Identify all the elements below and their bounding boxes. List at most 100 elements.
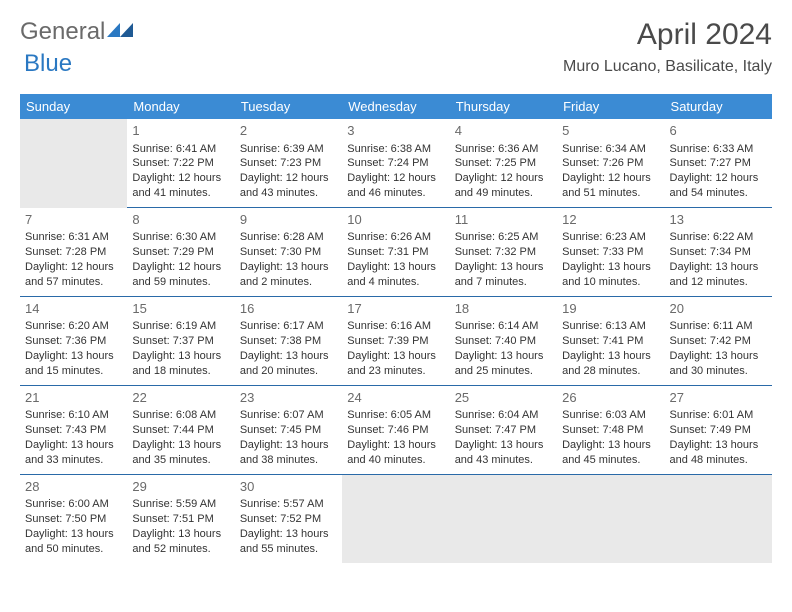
day-info: Sunrise: 6:28 AMSunset: 7:30 PMDaylight:… — [240, 230, 337, 289]
day-info: Sunrise: 6:04 AMSunset: 7:47 PMDaylight:… — [455, 408, 552, 467]
calendar-cell: 17Sunrise: 6:16 AMSunset: 7:39 PMDayligh… — [342, 296, 449, 385]
calendar-body: 1 Sunrise: 6:41 AMSunset: 7:22 PMDaylight… — [20, 119, 772, 563]
day-header: Saturday — [665, 94, 772, 119]
day-info: Sunrise: 6:01 AMSunset: 7:49 PMDaylight:… — [670, 408, 767, 467]
day-header: Friday — [557, 94, 664, 119]
day-info: Sunrise: 6:03 AMSunset: 7:48 PMDaylight:… — [562, 408, 659, 467]
day-info: Sunrise: 6:30 AMSunset: 7:29 PMDaylight:… — [132, 230, 229, 289]
day-info: Sunrise: 6:07 AMSunset: 7:45 PMDaylight:… — [240, 408, 337, 467]
calendar-cell: 27Sunrise: 6:01 AMSunset: 7:49 PMDayligh… — [665, 385, 772, 474]
calendar-cell: 26Sunrise: 6:03 AMSunset: 7:48 PMDayligh… — [557, 385, 664, 474]
calendar-row: 28Sunrise: 6:00 AMSunset: 7:50 PMDayligh… — [20, 474, 772, 562]
calendar-cell: 1 Sunrise: 6:41 AMSunset: 7:22 PMDaylight… — [127, 119, 234, 207]
logo: General — [20, 18, 133, 46]
calendar-cell: 12Sunrise: 6:23 AMSunset: 7:33 PMDayligh… — [557, 207, 664, 296]
calendar-cell: 20Sunrise: 6:11 AMSunset: 7:42 PMDayligh… — [665, 296, 772, 385]
day-info: Sunrise: 6:10 AMSunset: 7:43 PMDaylight:… — [25, 408, 122, 467]
day-number: 2 — [240, 122, 337, 140]
calendar-cell: 30Sunrise: 5:57 AMSunset: 7:52 PMDayligh… — [235, 474, 342, 562]
day-info: Sunrise: 6:26 AMSunset: 7:31 PMDaylight:… — [347, 230, 444, 289]
day-info: Sunrise: 6:33 AMSunset: 7:27 PMDaylight:… — [670, 142, 767, 201]
day-header-row: SundayMondayTuesdayWednesdayThursdayFrid… — [20, 94, 772, 119]
calendar-cell: 29Sunrise: 5:59 AMSunset: 7:51 PMDayligh… — [127, 474, 234, 562]
calendar-row: 14Sunrise: 6:20 AMSunset: 7:36 PMDayligh… — [20, 296, 772, 385]
calendar-cell-empty — [450, 474, 557, 562]
day-info: Sunrise: 6:39 AMSunset: 7:23 PMDaylight:… — [240, 142, 337, 201]
calendar-cell: 10Sunrise: 6:26 AMSunset: 7:31 PMDayligh… — [342, 207, 449, 296]
calendar-cell-empty — [557, 474, 664, 562]
day-number: 9 — [240, 211, 337, 229]
calendar-cell: 23Sunrise: 6:07 AMSunset: 7:45 PMDayligh… — [235, 385, 342, 474]
day-number: 4 — [455, 122, 552, 140]
logo-text-2: Blue — [24, 50, 72, 78]
calendar-cell: 28Sunrise: 6:00 AMSunset: 7:50 PMDayligh… — [20, 474, 127, 562]
day-number: 7 — [25, 211, 122, 229]
day-info: Sunrise: 6:08 AMSunset: 7:44 PMDaylight:… — [132, 408, 229, 467]
calendar-cell: 22Sunrise: 6:08 AMSunset: 7:44 PMDayligh… — [127, 385, 234, 474]
calendar-cell: 21Sunrise: 6:10 AMSunset: 7:43 PMDayligh… — [20, 385, 127, 474]
calendar-table: SundayMondayTuesdayWednesdayThursdayFrid… — [20, 94, 772, 563]
day-number: 16 — [240, 300, 337, 318]
calendar-row: 21Sunrise: 6:10 AMSunset: 7:43 PMDayligh… — [20, 385, 772, 474]
month-title: April 2024 — [563, 18, 772, 52]
day-number: 20 — [670, 300, 767, 318]
day-info: Sunrise: 6:23 AMSunset: 7:33 PMDaylight:… — [562, 230, 659, 289]
calendar-cell: 24Sunrise: 6:05 AMSunset: 7:46 PMDayligh… — [342, 385, 449, 474]
calendar-cell: 5 Sunrise: 6:34 AMSunset: 7:26 PMDaylight… — [557, 119, 664, 207]
day-number: 13 — [670, 211, 767, 229]
day-header: Thursday — [450, 94, 557, 119]
day-number: 30 — [240, 478, 337, 496]
day-info: Sunrise: 6:36 AMSunset: 7:25 PMDaylight:… — [455, 142, 552, 201]
calendar-row: 7Sunrise: 6:31 AMSunset: 7:28 PMDaylight… — [20, 207, 772, 296]
day-number: 24 — [347, 389, 444, 407]
calendar-cell: 25Sunrise: 6:04 AMSunset: 7:47 PMDayligh… — [450, 385, 557, 474]
day-info: Sunrise: 6:16 AMSunset: 7:39 PMDaylight:… — [347, 319, 444, 378]
header: General April 2024 Muro Lucano, Basilica… — [20, 18, 772, 76]
calendar-cell: 6 Sunrise: 6:33 AMSunset: 7:27 PMDaylight… — [665, 119, 772, 207]
day-number: 28 — [25, 478, 122, 496]
calendar-cell: 16Sunrise: 6:17 AMSunset: 7:38 PMDayligh… — [235, 296, 342, 385]
day-number: 22 — [132, 389, 229, 407]
day-number: 29 — [132, 478, 229, 496]
calendar-cell: 11Sunrise: 6:25 AMSunset: 7:32 PMDayligh… — [450, 207, 557, 296]
day-number: 5 — [562, 122, 659, 140]
calendar-cell: 19Sunrise: 6:13 AMSunset: 7:41 PMDayligh… — [557, 296, 664, 385]
calendar-cell: 15Sunrise: 6:19 AMSunset: 7:37 PMDayligh… — [127, 296, 234, 385]
day-number: 10 — [347, 211, 444, 229]
calendar-cell: 2 Sunrise: 6:39 AMSunset: 7:23 PMDaylight… — [235, 119, 342, 207]
day-info: Sunrise: 6:25 AMSunset: 7:32 PMDaylight:… — [455, 230, 552, 289]
day-number: 11 — [455, 211, 552, 229]
logo-text-1: General — [20, 18, 105, 46]
day-info: Sunrise: 6:13 AMSunset: 7:41 PMDaylight:… — [562, 319, 659, 378]
calendar-cell: 13Sunrise: 6:22 AMSunset: 7:34 PMDayligh… — [665, 207, 772, 296]
day-info: Sunrise: 6:34 AMSunset: 7:26 PMDaylight:… — [562, 142, 659, 201]
day-number: 6 — [670, 122, 767, 140]
calendar-cell: 18Sunrise: 6:14 AMSunset: 7:40 PMDayligh… — [450, 296, 557, 385]
day-info: Sunrise: 6:17 AMSunset: 7:38 PMDaylight:… — [240, 319, 337, 378]
calendar-cell: 3 Sunrise: 6:38 AMSunset: 7:24 PMDaylight… — [342, 119, 449, 207]
day-header: Sunday — [20, 94, 127, 119]
day-number: 3 — [347, 122, 444, 140]
day-info: Sunrise: 6:41 AMSunset: 7:22 PMDaylight:… — [132, 142, 229, 201]
day-info: Sunrise: 6:19 AMSunset: 7:37 PMDaylight:… — [132, 319, 229, 378]
day-number: 18 — [455, 300, 552, 318]
day-number: 15 — [132, 300, 229, 318]
calendar-cell: 8Sunrise: 6:30 AMSunset: 7:29 PMDaylight… — [127, 207, 234, 296]
location-text: Muro Lucano, Basilicate, Italy — [563, 58, 772, 76]
day-info: Sunrise: 6:00 AMSunset: 7:50 PMDaylight:… — [25, 497, 122, 556]
day-info: Sunrise: 6:38 AMSunset: 7:24 PMDaylight:… — [347, 142, 444, 201]
day-info: Sunrise: 6:22 AMSunset: 7:34 PMDaylight:… — [670, 230, 767, 289]
day-number: 25 — [455, 389, 552, 407]
title-block: April 2024 Muro Lucano, Basilicate, Ital… — [563, 18, 772, 76]
day-header: Tuesday — [235, 94, 342, 119]
day-info: Sunrise: 6:05 AMSunset: 7:46 PMDaylight:… — [347, 408, 444, 467]
day-number: 1 — [132, 122, 229, 140]
day-info: Sunrise: 6:11 AMSunset: 7:42 PMDaylight:… — [670, 319, 767, 378]
calendar-cell-empty — [342, 474, 449, 562]
day-number: 27 — [670, 389, 767, 407]
calendar-cell: 4 Sunrise: 6:36 AMSunset: 7:25 PMDaylight… — [450, 119, 557, 207]
day-header: Monday — [127, 94, 234, 119]
calendar-cell-empty — [665, 474, 772, 562]
day-number: 21 — [25, 389, 122, 407]
day-number: 17 — [347, 300, 444, 318]
